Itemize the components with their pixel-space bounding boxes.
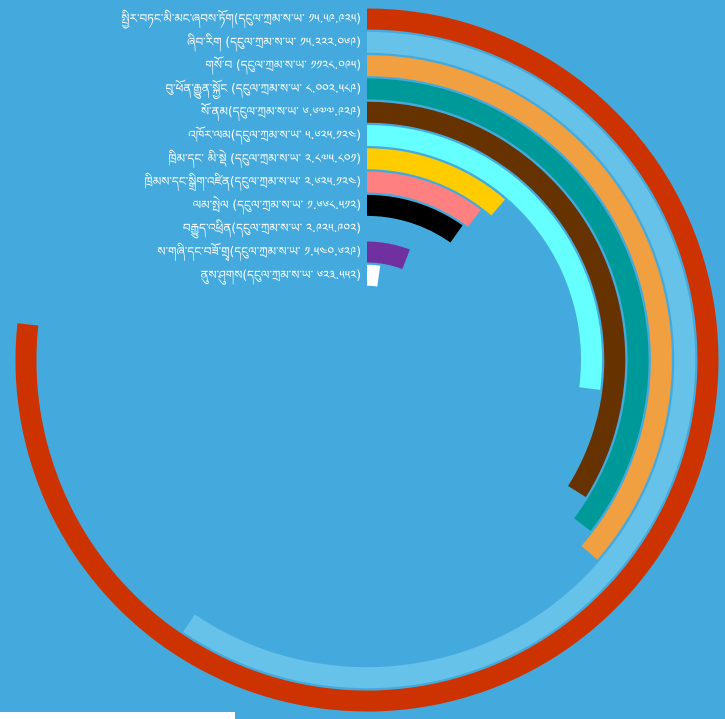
radial-bar xyxy=(366,194,463,243)
category-label: ནུས་ཤུགས(དངུལ་ཀྲམ་ས་ཡ་ ༦༢༣.༥༥༢) xyxy=(200,268,361,285)
footer-bar xyxy=(0,712,235,719)
radial-bar xyxy=(366,78,649,531)
radial-bar xyxy=(183,31,696,689)
category-label: ཁྲིམས་དང་སྒྲིག་འཛིན(དངུལ་ཀྲམ་ས་ཡ་ ༢.༦༢༥.… xyxy=(144,173,361,192)
radial-bar xyxy=(366,55,672,560)
category-label: སྤྱིར་བཏང་མི་མང་ཞབས་ཏོག(དངུལ་ཀྲམ་ས་ཡ་ ༡༥… xyxy=(121,10,361,29)
radial-bar xyxy=(15,8,719,712)
radial-bar xyxy=(366,148,506,216)
category-label: བརྒྱུད་འཕྲིན(དངུལ་ཀྲམ་ས་ཡ་ ༢.༩༢༥.༩༠༢) xyxy=(183,219,361,239)
category-label: ཁྲིམ་དང་ མི་སྡེ (དངུལ་ཀྲམ་ས་ཡ་ ༢.༨༧༥.༨༠༡… xyxy=(168,149,361,168)
radial-bar xyxy=(366,101,626,498)
category-label: བུ་ཕོན་རྒྱུན་སྐྱོང (དངུལ་ཀྲམ་ས་ཡ་ ༨.༠༠༢.… xyxy=(165,79,361,99)
radial-bar xyxy=(366,171,481,227)
radial-bar xyxy=(366,241,410,270)
radial-bar xyxy=(366,264,381,287)
radial-bar xyxy=(366,125,602,390)
category-label: ལམ་སྤེལ (དངུལ་ཀྲམ་ས་ཡ་ ༡.༦༦༨.༥༡༢) xyxy=(193,196,361,215)
category-label: གསོ་བ (དངུལ་ཀྲམ་ས་ཡ་ ༡༡༢༨.༠༩༥) xyxy=(205,56,361,75)
category-label: འཁོར་ལམ(དངུལ་ཀྲམ་ས་ཡ་ ༥.༦༢༥.༡༢༤) xyxy=(188,126,361,145)
category-label: ས་གཞི་དང་བཟོ་གྲྭ(དངུལ་ཀྲམ་ས་ཡ་ ༡.༥༤༠.༦༢༩… xyxy=(157,243,361,262)
category-label: སོ་ནམ(དངུལ་ཀྲམ་ས་ཡ་ ༦.༦༧༧.༩༢༩) xyxy=(201,103,361,122)
category-label: ཞིབ་རིག (དངུལ་ཀྲམ་ས་ཡ་ ༡༥.༢༢༢.༠༦༩) xyxy=(187,33,361,52)
